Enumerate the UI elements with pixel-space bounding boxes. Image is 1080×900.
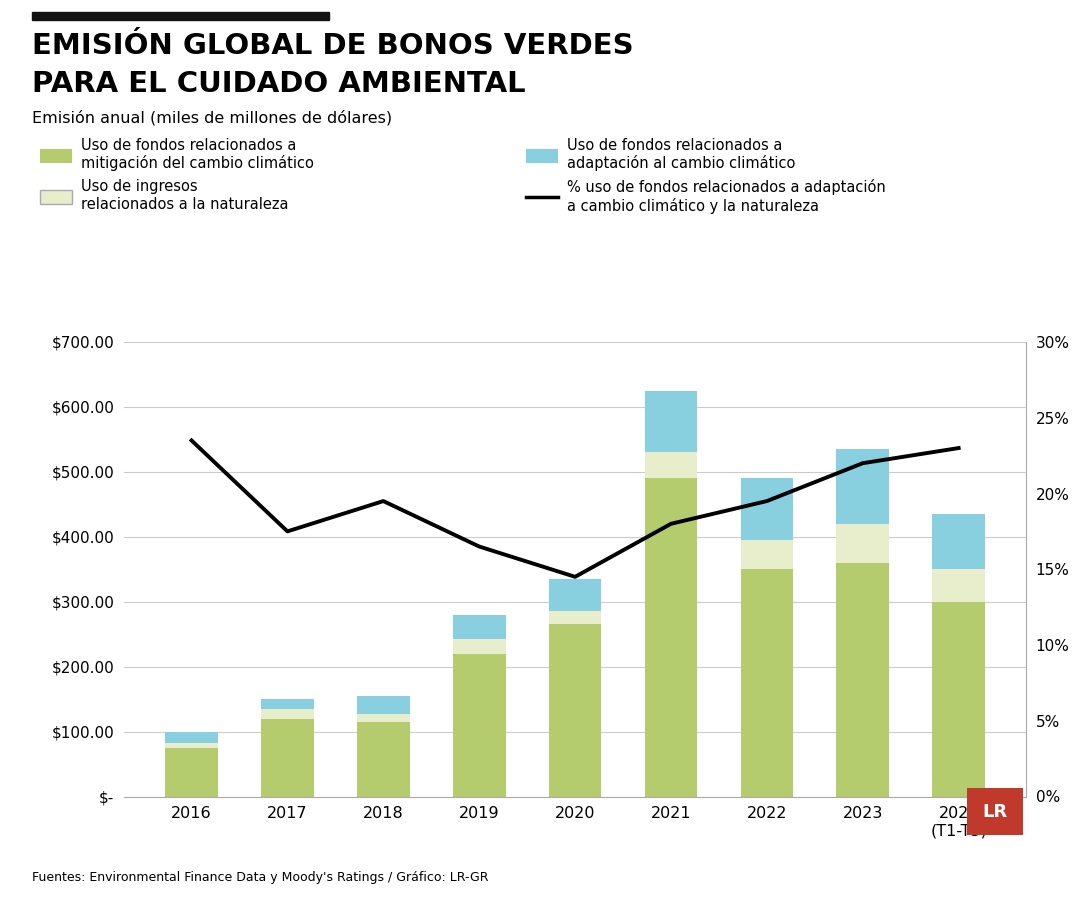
Bar [453, 653, 505, 796]
Bar [549, 625, 602, 796]
Bar [357, 696, 409, 714]
Bar [741, 570, 793, 796]
Bar [261, 718, 314, 796]
Bar [357, 722, 409, 796]
Legend: Uso de fondos relacionados a
adaptación al cambio climático, % uso de fondos rel: Uso de fondos relacionados a adaptación … [526, 138, 886, 214]
Bar [645, 453, 698, 479]
Bar [549, 611, 602, 625]
Text: Emisión anual (miles de millones de dólares): Emisión anual (miles de millones de dóla… [32, 110, 392, 125]
Bar [645, 479, 698, 796]
Bar [165, 732, 218, 742]
Bar [453, 639, 505, 653]
Bar [836, 524, 889, 562]
Legend: Uso de fondos relacionados a
mitigación del cambio climático, Uso de ingresos
re: Uso de fondos relacionados a mitigación … [40, 138, 313, 212]
Bar [549, 579, 602, 611]
Text: PARA EL CUIDADO AMBIENTAL: PARA EL CUIDADO AMBIENTAL [32, 70, 526, 98]
Bar [261, 699, 314, 709]
Bar [836, 562, 889, 796]
Bar [645, 391, 698, 453]
Bar [453, 615, 505, 639]
Text: EMISIÓN GLOBAL DE BONOS VERDES: EMISIÓN GLOBAL DE BONOS VERDES [32, 32, 634, 59]
Bar [932, 602, 985, 796]
Text: Fuentes: Environmental Finance Data y Moody's Ratings / Gráfico: LR-GR: Fuentes: Environmental Finance Data y Mo… [32, 871, 489, 884]
Bar [932, 514, 985, 570]
Text: LR: LR [982, 803, 1008, 821]
Bar [836, 449, 889, 524]
Bar [165, 748, 218, 796]
Bar [165, 742, 218, 748]
Bar [932, 570, 985, 602]
Bar [357, 714, 409, 722]
Bar [741, 479, 793, 540]
Bar [741, 540, 793, 570]
Bar [261, 709, 314, 718]
